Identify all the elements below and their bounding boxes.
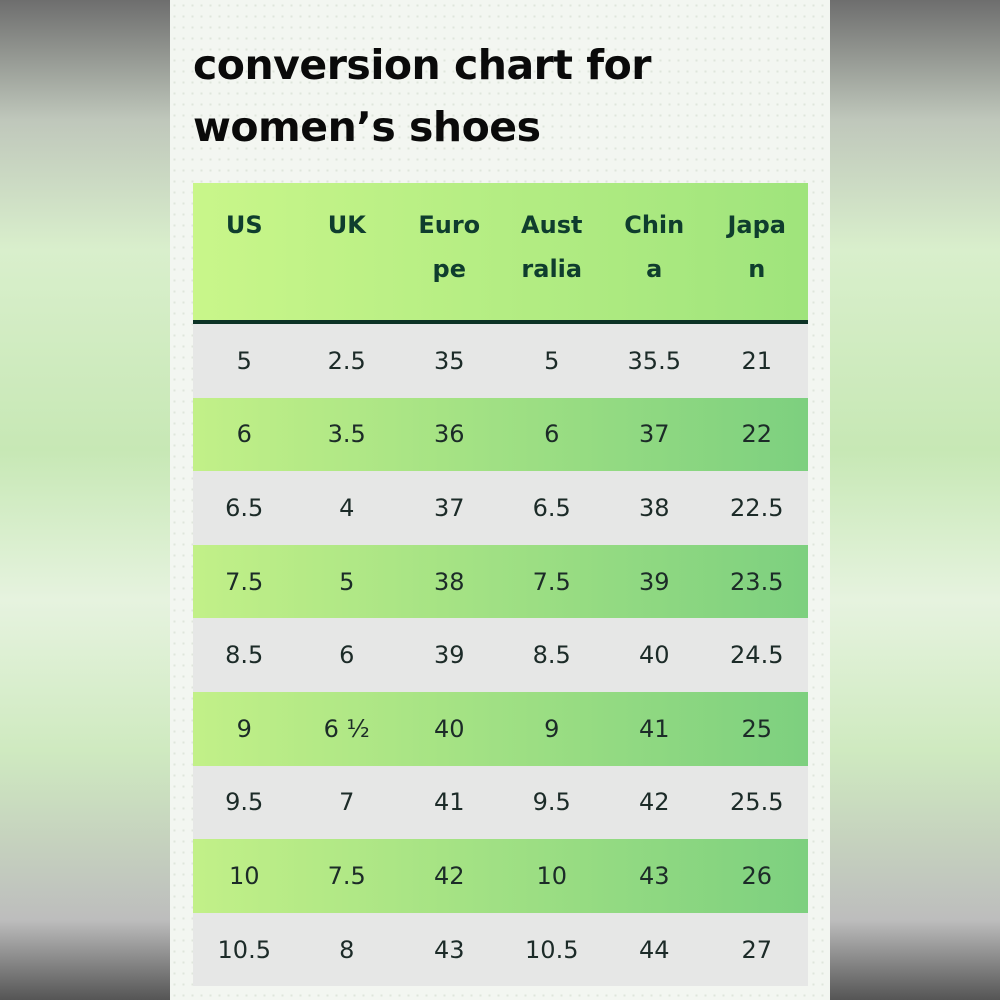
title: conversion chart for women’s shoes [193,41,651,151]
table-cell: 36 [433,420,465,449]
table-cell: 38 [433,567,465,596]
column-header: UK [295,183,398,324]
table-cell: 42 [433,861,465,890]
table-cell: 8 [339,935,355,964]
table-cell: 7.5 [327,861,366,890]
table-cell: 5 [339,567,355,596]
table-cell: 7.5 [532,567,571,596]
column-header: US [193,183,296,324]
table-cell: 24.5 [730,641,784,670]
table-cell: 10 [536,861,568,890]
table-cell: 6 [544,420,560,449]
table-cell: 40 [433,714,465,743]
table-cell: 8.5 [532,641,571,670]
table-cell: 43 [638,861,670,890]
table-cell: 27 [741,935,773,964]
table-cell: 44 [638,935,670,964]
table-cell: 8.5 [225,641,264,670]
table-row: 6.5 4 37 6.5 38 22.5 [193,471,808,545]
table-cell: 35.5 [627,346,681,375]
column-header-text: UK [327,211,366,239]
table-cell: 25.5 [730,788,784,817]
article-panel: conversion chart for women’s shoes US UK E… [170,0,830,1000]
column-header-text: Europe [418,211,481,283]
table-cell: 43 [433,935,465,964]
header-row: US UK Europe Australia China Japan [193,183,808,324]
column-header: China [603,183,706,324]
table-cell: 7 [339,788,355,817]
table-cell: 9.5 [532,788,571,817]
table-cell: 9.5 [225,788,264,817]
column-header: Europe [398,183,501,324]
table-cell: 26 [741,861,773,890]
table-cell: 10 [228,861,260,890]
table-cell: 39 [638,567,670,596]
table-cell: 41 [638,714,670,743]
table-cell: 25 [741,714,773,743]
table-cell: 6.5 [532,493,571,522]
table-cell: 6 [236,420,252,449]
table-row: 9 6 ½ 40 9 41 25 [193,691,808,766]
table-row: 9.5 7 41 9.5 42 25.5 [193,765,808,840]
table-cell: 9 [544,714,560,743]
table-cell: 6 ½ [323,714,370,743]
table-cell: 4 [339,493,355,522]
table-cell: 3.5 [327,420,366,449]
table-cell: 2.5 [327,346,366,375]
table-cell: 37 [638,420,670,449]
table-cell: 23.5 [730,567,784,596]
table-row: 10 7.5 42 10 43 26 [193,839,808,913]
table-cell: 6.5 [225,493,264,522]
table-row: 7.5 5 38 7.5 39 23.5 [193,544,808,619]
table-cell: 40 [638,641,670,670]
table-cell: 5 [544,346,560,375]
table-cell: 41 [433,788,465,817]
table-cell: 42 [638,788,670,817]
table-cell: 10.5 [217,935,271,964]
table-cell: 39 [433,641,465,670]
table-body: 5 2.5 35 5 35.5 21 6 3.5 36 6 37 22 6.5 4 37 6.5 38 22.5 7… [193,322,808,987]
column-header: Australia [500,183,603,324]
column-header-text: Japan [727,211,787,283]
table-row: 10.5 8 43 10.5 44 27 [193,912,808,987]
table-row: 5 2.5 35 5 35.5 21 [193,322,808,398]
table-cell: 22 [741,420,773,449]
size-table: US UK Europe Australia China Japan 5 2.5 35 5 35.… [193,183,808,987]
column-header: Japan [705,183,808,324]
table-cell: 6 [339,641,355,670]
table-cell: 7.5 [225,567,264,596]
table-cell: 35 [433,346,465,375]
column-header-text: China [624,211,685,283]
table-cell: 38 [638,493,670,522]
column-header-text: US [225,211,263,239]
column-header-text: Australia [521,211,583,283]
table-cell: 9 [236,714,252,743]
table-row: 6 3.5 36 6 37 22 [193,397,808,472]
table-cell: 5 [236,346,252,375]
table-cell: 21 [741,346,773,375]
table-cell: 37 [433,493,465,522]
table-cell: 22.5 [730,493,784,522]
table-cell: 10.5 [525,935,579,964]
table-row: 8.5 6 39 8.5 40 24.5 [193,618,808,692]
